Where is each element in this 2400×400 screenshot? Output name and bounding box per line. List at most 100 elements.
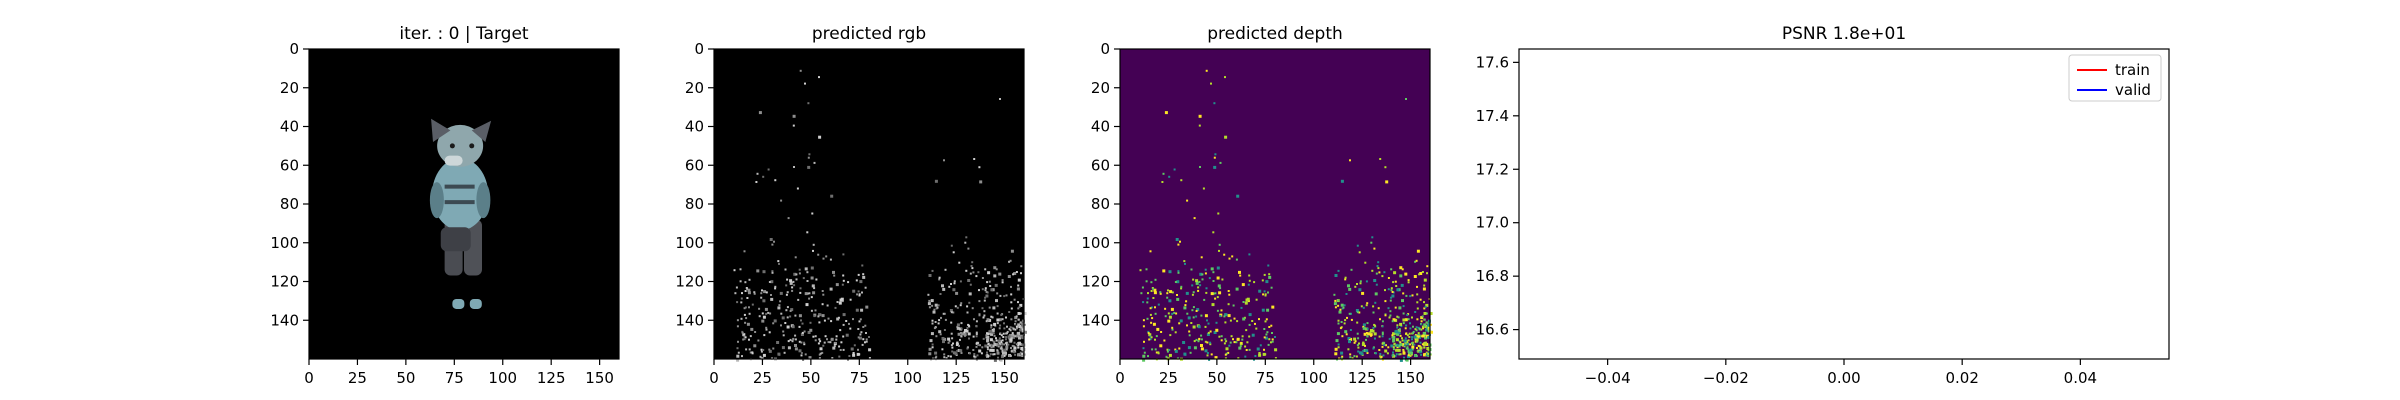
speckle [759,355,762,358]
speckle [1176,294,1178,296]
speckle [1406,313,1409,316]
speckle [983,299,986,302]
speckle [1174,348,1177,351]
speckle [931,322,934,325]
speckle [748,312,751,315]
speckle [807,331,811,334]
speckle [1416,347,1418,349]
speckle [978,300,981,303]
speckle [950,332,953,335]
speckle [767,311,770,314]
speckle [1009,338,1013,342]
speckle [1164,315,1167,318]
speckle [1357,337,1360,340]
speckle [1381,335,1384,338]
speckle [1379,353,1382,355]
speckle [1349,356,1352,359]
speckle [818,313,822,317]
speckle [1421,343,1424,346]
speckle [858,320,861,323]
speckle [1397,348,1401,352]
speckle [1344,330,1348,334]
speckle [1012,273,1015,276]
speckle [1248,323,1251,326]
speckle [778,353,781,356]
speckle [762,299,766,303]
speckle [760,348,763,351]
speckle [789,310,792,312]
speckle [777,306,781,310]
speckle [1402,318,1406,322]
y-tick-label: 120 [675,273,704,291]
speckle [993,343,997,346]
speckle [1348,312,1351,315]
speckle [1237,357,1240,360]
speckle [800,333,804,336]
speckle [781,316,785,320]
speckle [1009,355,1012,357]
speckle [956,306,959,309]
speckle [1174,281,1177,283]
speckle [1415,338,1419,342]
speckle [1227,351,1230,354]
speckle [1393,271,1397,275]
speckle [1375,283,1378,286]
speckle [1017,332,1020,336]
speckle [1171,328,1174,331]
speckle [1416,285,1418,288]
speckle [1206,333,1210,336]
speckle [1416,350,1419,353]
speckle [819,347,823,351]
speckle [1174,349,1178,353]
speckle [1425,328,1429,332]
speckle [1384,166,1387,169]
speckle [1270,286,1273,289]
panel-0: iter. : 0 | Target 0 20 40 60 80 100 120 140 0 25 5… [270,24,620,387]
speckle [1248,274,1251,277]
speckle [1416,307,1419,310]
speckle [978,166,981,169]
speckle [1378,335,1381,338]
speckle [822,344,825,347]
speckle [1382,354,1385,357]
speckle [999,324,1002,327]
speckle [834,341,837,344]
speckle [1015,325,1018,328]
speckle [1239,345,1242,348]
speckle [1407,318,1410,321]
speckle [934,321,937,323]
speckle [1220,309,1223,312]
speckle [1412,332,1414,335]
speckle [956,323,960,327]
speckle [1337,343,1340,346]
speckle [987,271,991,275]
speckle [807,102,810,105]
speckle [931,343,934,346]
speckle [817,342,820,345]
speckle [986,353,989,356]
x-tick-label: 50 [396,369,415,387]
speckle [990,288,994,292]
speckle [935,355,938,358]
speckle [1200,338,1203,341]
speckle [1152,287,1155,290]
speckle [1197,340,1200,343]
speckle [982,337,985,340]
speckle [792,124,795,127]
speckle [1399,343,1403,346]
speckle [1399,341,1402,344]
speckle [861,291,863,294]
speckle [997,356,999,359]
y-tick-label: 0 [289,40,299,58]
speckle [938,330,942,334]
speckle [1248,279,1251,282]
plush-toy [429,118,492,309]
legend: train valid [2068,54,2162,102]
speckle [1220,335,1223,338]
speckle [1402,305,1405,308]
speckle [989,285,992,287]
speckle [1427,328,1430,331]
speckle [1216,266,1220,270]
speckle [1152,297,1155,299]
speckle [853,344,856,347]
